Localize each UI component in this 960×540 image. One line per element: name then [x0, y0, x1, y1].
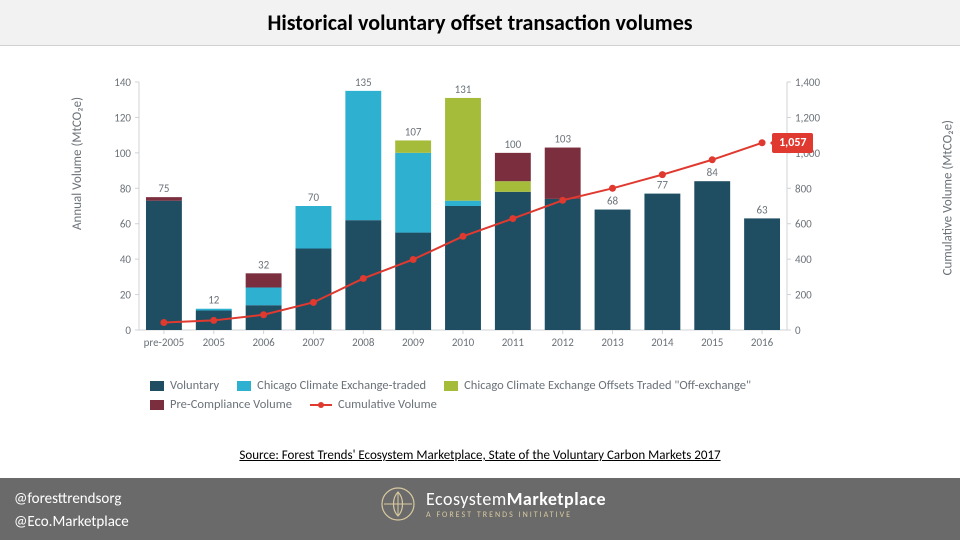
y-axis-right-label: Cumulative Volume (MtCO₂e) [940, 120, 955, 275]
svg-text:2008: 2008 [352, 336, 375, 349]
brand-logo-icon [380, 486, 416, 522]
handle-ecomarketplace: @Eco.Marketplace [14, 511, 129, 534]
page-title: Historical voluntary offset transaction … [267, 9, 692, 36]
svg-text:2005: 2005 [203, 336, 225, 349]
svg-text:2009: 2009 [402, 336, 425, 349]
svg-text:100: 100 [114, 147, 131, 160]
svg-text:84: 84 [707, 166, 719, 179]
line-swatch-icon [310, 400, 332, 410]
svg-text:2012: 2012 [552, 336, 575, 349]
svg-text:103: 103 [554, 133, 571, 146]
svg-text:2016: 2016 [751, 336, 774, 349]
legend-item-ccx-traded: Chicago Climate Exchange-traded [237, 378, 426, 393]
svg-text:68: 68 [607, 195, 619, 208]
svg-text:70: 70 [308, 191, 320, 204]
svg-text:2007: 2007 [302, 336, 325, 349]
legend: Voluntary Chicago Climate Exchange-trade… [150, 378, 830, 416]
svg-text:100: 100 [504, 138, 521, 151]
svg-text:2014: 2014 [651, 336, 674, 349]
legend-item-precompliance: Pre-Compliance Volume [150, 397, 292, 412]
legend-row-2: Pre-Compliance Volume Cumulative Volume [150, 397, 830, 412]
svg-text:1,200: 1,200 [795, 111, 820, 124]
legend-item-ccx-off: Chicago Climate Exchange Offsets Traded … [444, 378, 751, 393]
svg-text:600: 600 [795, 218, 812, 231]
svg-text:0: 0 [125, 324, 131, 337]
svg-text:2015: 2015 [701, 336, 723, 349]
svg-text:2013: 2013 [601, 336, 624, 349]
footer-bar: @foresttrendsorg @Eco.Marketplace Ecosys… [0, 478, 960, 540]
svg-text:12: 12 [208, 294, 220, 307]
brand-name: EcosystemMarketplace [426, 488, 606, 510]
svg-text:200: 200 [795, 289, 812, 302]
svg-text:800: 800 [795, 182, 812, 195]
svg-text:32: 32 [258, 258, 270, 271]
svg-text:0: 0 [795, 324, 801, 337]
title-bar: Historical voluntary offset transaction … [0, 0, 960, 46]
svg-text:140: 140 [114, 76, 131, 89]
legend-item-voluntary: Voluntary [150, 378, 219, 393]
svg-text:1,400: 1,400 [795, 76, 820, 89]
svg-text:2010: 2010 [452, 336, 475, 349]
svg-text:2006: 2006 [252, 336, 275, 349]
svg-text:63: 63 [756, 203, 768, 216]
svg-text:60: 60 [120, 218, 132, 231]
brand-subtitle: A FOREST TRENDS INITIATIVE [426, 510, 606, 520]
svg-text:120: 120 [114, 111, 131, 124]
svg-text:135: 135 [355, 76, 372, 89]
svg-text:pre-2005: pre-2005 [144, 336, 185, 349]
svg-text:2011: 2011 [502, 336, 525, 349]
svg-text:80: 80 [120, 182, 132, 195]
svg-text:131: 131 [455, 83, 472, 96]
svg-text:107: 107 [405, 125, 422, 138]
svg-text:77: 77 [657, 179, 669, 192]
legend-row-1: Voluntary Chicago Climate Exchange-trade… [150, 378, 830, 393]
y-axis-left-label: Annual Volume (MtCO₂e) [70, 97, 85, 230]
chart-area: 02040608010012014002004006008001,0001,20… [95, 72, 865, 402]
legend-item-cumulative: Cumulative Volume [310, 397, 437, 412]
svg-text:20: 20 [120, 289, 132, 302]
handle-foresttrends: @foresttrendsorg [14, 488, 129, 511]
svg-text:400: 400 [795, 253, 812, 266]
source-citation: Source: Forest Trends' Ecosystem Marketp… [0, 448, 960, 463]
cumulative-callout: 1,057 [772, 133, 813, 153]
social-handles: @foresttrendsorg @Eco.Marketplace [14, 488, 129, 533]
chart-svg: 02040608010012014002004006008001,0001,20… [95, 72, 865, 402]
svg-text:40: 40 [120, 253, 132, 266]
footer-brand: EcosystemMarketplace A FOREST TRENDS INI… [380, 486, 606, 522]
svg-text:75: 75 [158, 182, 169, 195]
